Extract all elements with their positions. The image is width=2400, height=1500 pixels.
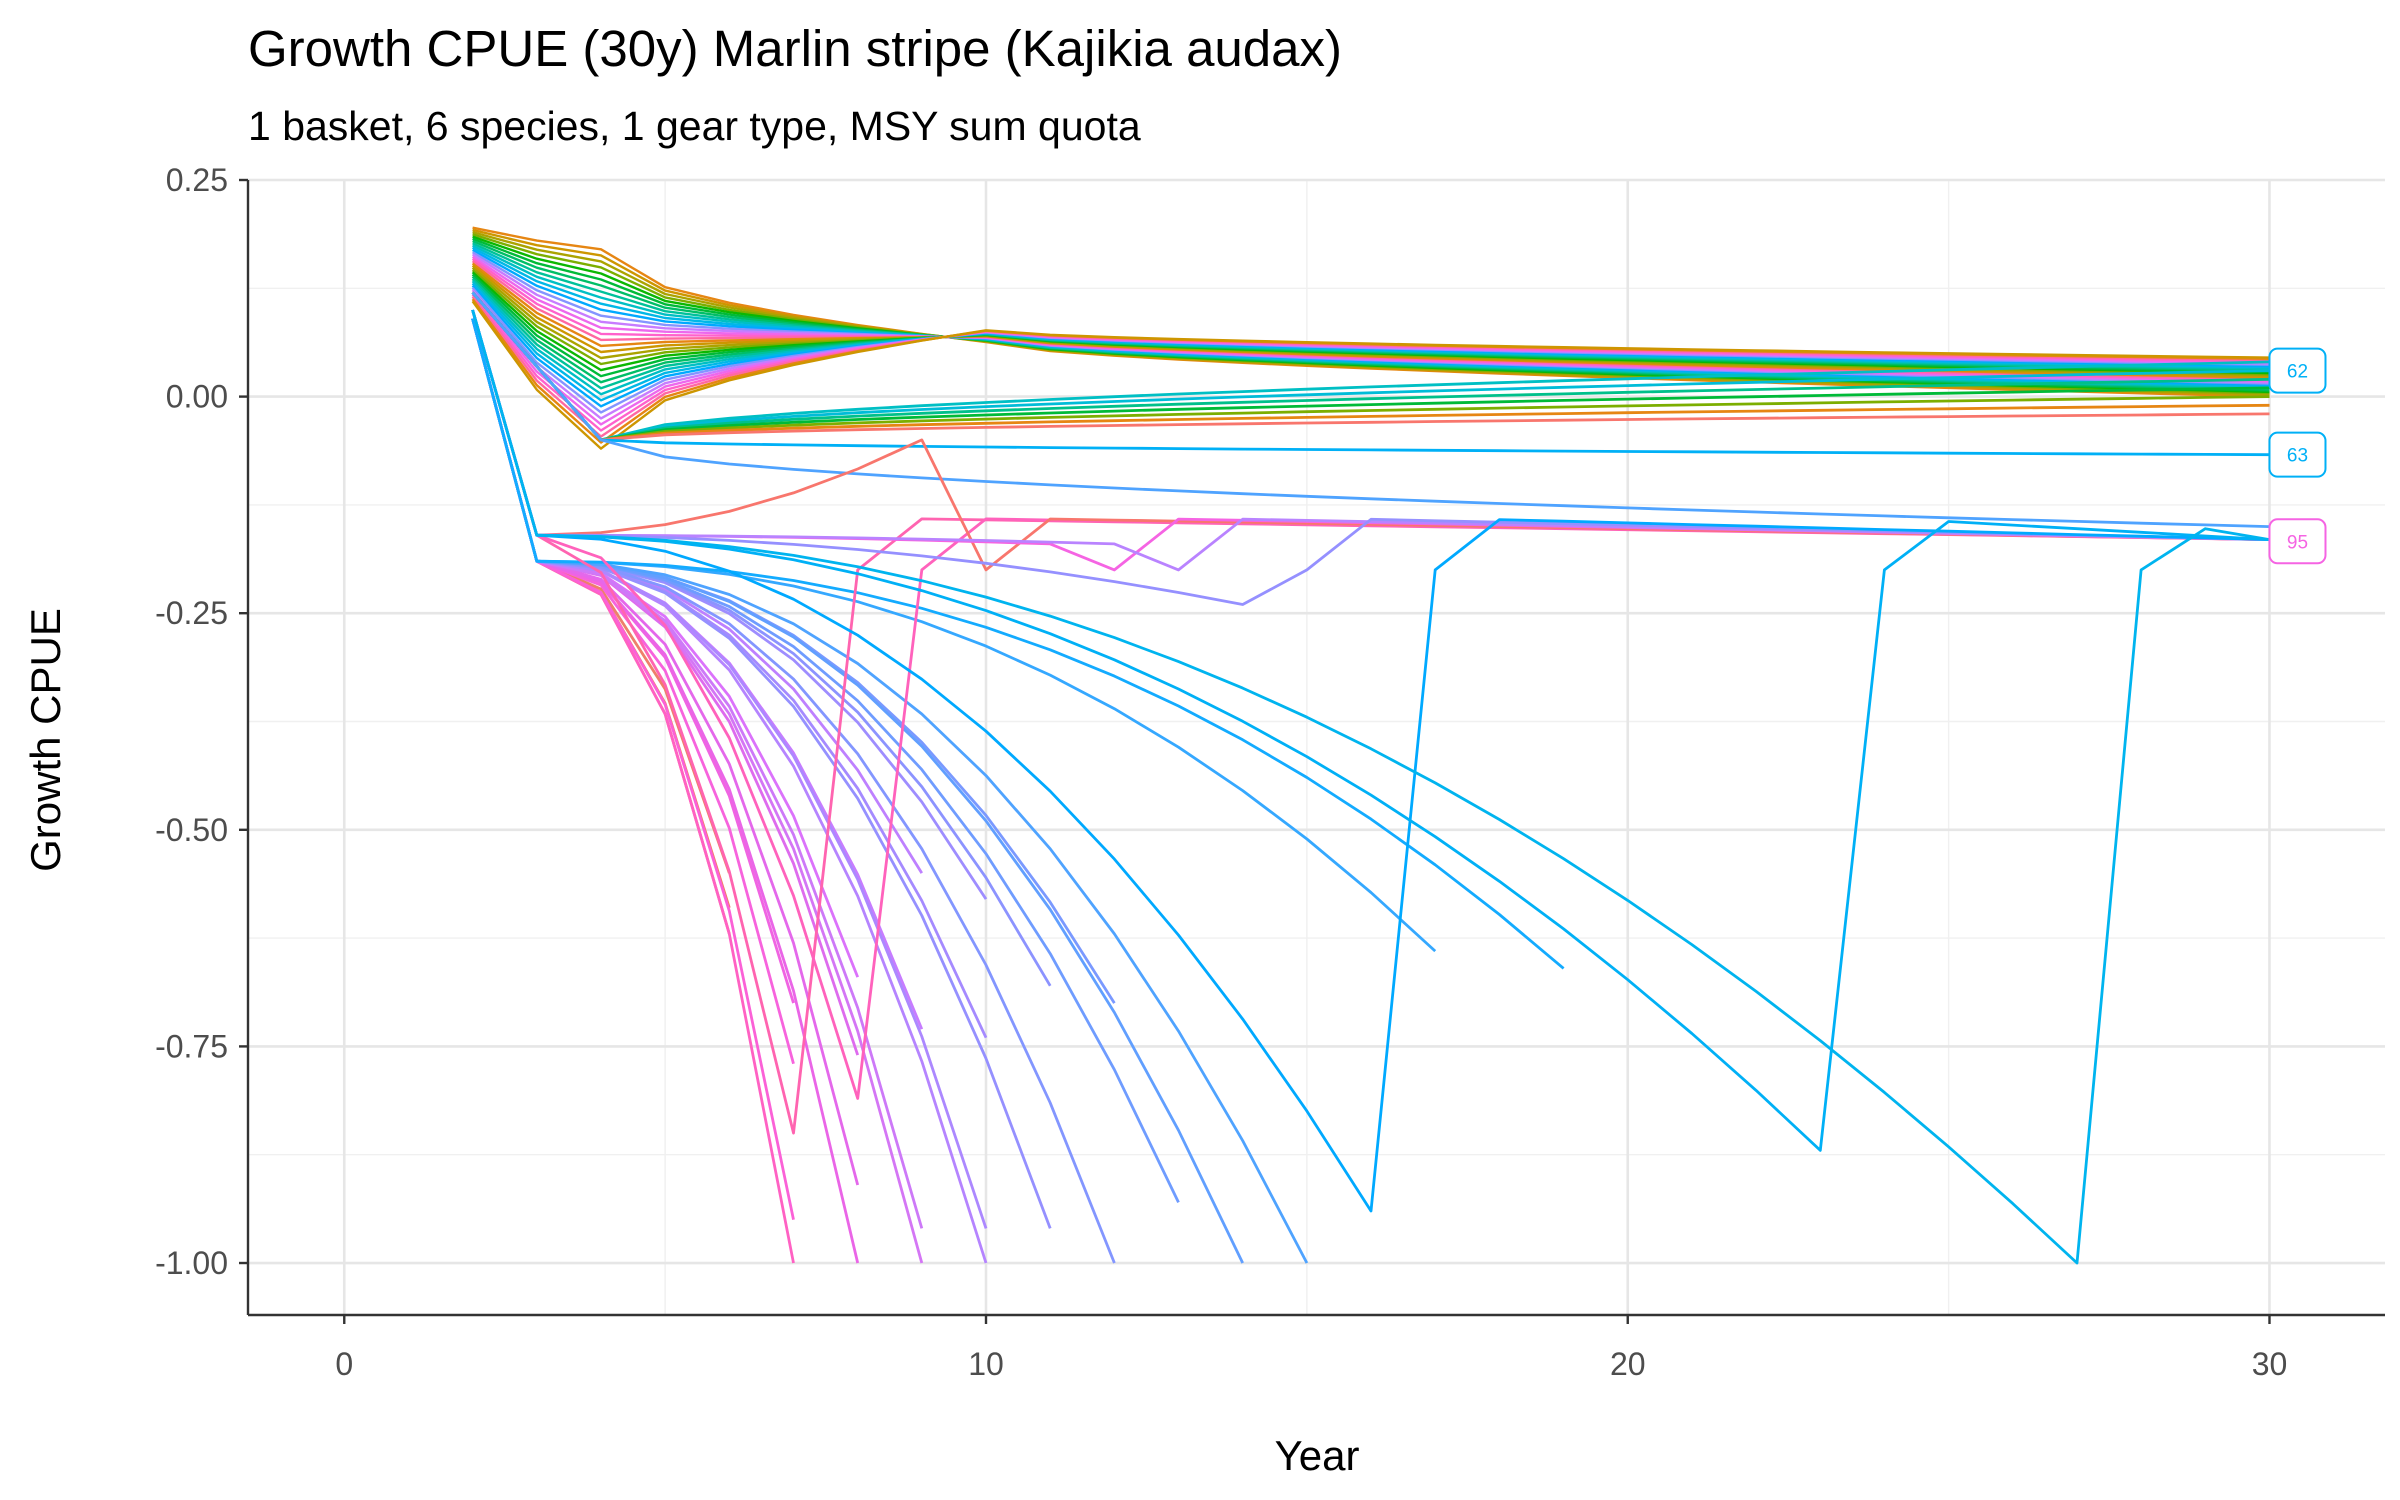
chart-subtitle: 1 basket, 6 species, 1 gear type, MSY su… xyxy=(248,103,1141,149)
series-lines xyxy=(471,226,2270,1265)
stable-series-line xyxy=(471,291,2270,442)
x-tick-label: 0 xyxy=(335,1346,353,1382)
axes: 0 10 20 30 0.25 0.00 -0.25 -0.50 -0.75 -1.00 xyxy=(155,162,2385,1382)
end-label-text: 62 xyxy=(2287,362,2308,383)
recovering-series-line xyxy=(471,309,2270,1152)
x-tick-label: 20 xyxy=(1610,1346,1646,1382)
stable-series-line xyxy=(471,291,2270,442)
y-tick-label: 0.25 xyxy=(166,162,228,198)
end-labels: 62 63 95 xyxy=(2268,347,2327,565)
end-label-text: 63 xyxy=(2287,446,2308,467)
crash-series-line xyxy=(471,318,1309,1264)
x-tick-label: 10 xyxy=(968,1346,1004,1382)
chart-title: Growth CPUE (30y) Marlin stripe (Kajikia… xyxy=(248,20,1342,77)
recovering-series-line xyxy=(471,309,2270,1213)
end-label-box xyxy=(2268,347,2327,394)
y-tick-label: -0.25 xyxy=(155,595,228,631)
x-tick-label: 30 xyxy=(2252,1346,2288,1382)
stable-series-line xyxy=(471,291,2270,442)
y-tick-label: -1.00 xyxy=(155,1245,228,1281)
stable-series-line xyxy=(471,291,2270,528)
crash-series-line xyxy=(471,318,1565,970)
stable-series-line xyxy=(471,300,2270,450)
stable-series-line xyxy=(471,291,2270,442)
stable-series-line xyxy=(471,291,2270,442)
end-label-text: 95 xyxy=(2287,532,2308,553)
stable-series-line xyxy=(471,291,2270,442)
x-axis-title: Year xyxy=(1275,1432,1360,1479)
y-tick-label: -0.75 xyxy=(155,1028,228,1064)
stable-series-line xyxy=(471,291,2270,442)
y-axis-title: Growth CPUE xyxy=(22,608,69,872)
y-tick-label: 0.00 xyxy=(166,379,228,415)
end-label-box xyxy=(2268,431,2327,478)
y-tick-label: -0.50 xyxy=(155,812,228,848)
stable-series-line xyxy=(471,291,2270,457)
end-label-box xyxy=(2268,518,2327,565)
recovering-series-line xyxy=(471,309,2270,1265)
